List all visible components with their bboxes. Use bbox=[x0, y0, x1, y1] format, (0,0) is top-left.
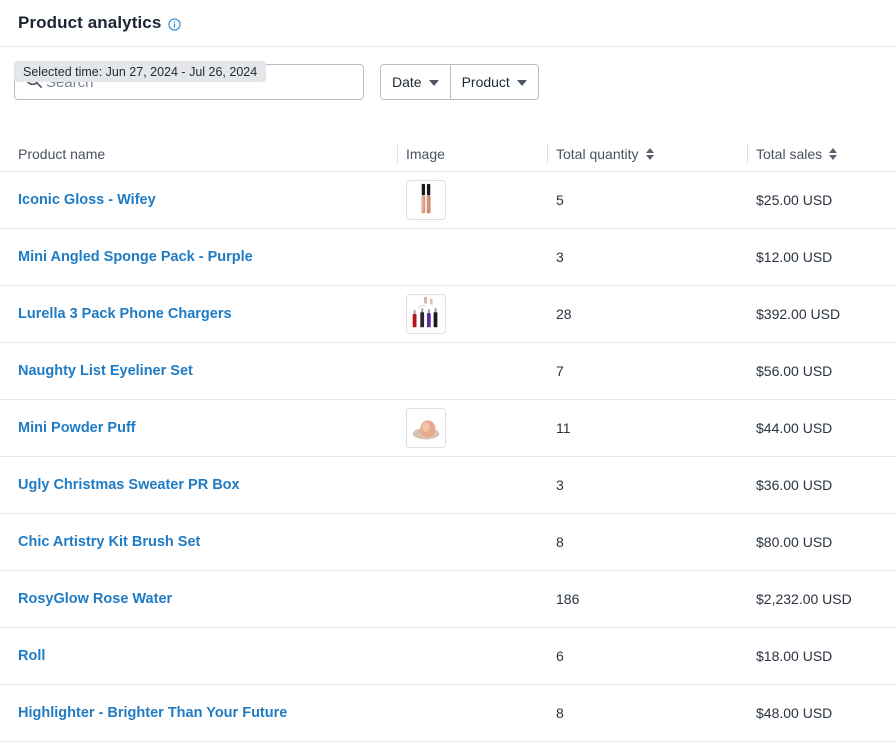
quantity-value: 11 bbox=[556, 420, 571, 436]
product-name-link[interactable]: Iconic Gloss - Wifey bbox=[18, 192, 156, 208]
quantity-value: 7 bbox=[556, 363, 564, 379]
sales-value: $25.00 USD bbox=[756, 192, 833, 208]
column-label: Total quantity bbox=[556, 145, 639, 162]
product-name-link[interactable]: Chic Artistry Kit Brush Set bbox=[18, 534, 201, 550]
sales-value: $56.00 USD bbox=[756, 363, 833, 379]
sales-value: $18.00 USD bbox=[756, 648, 833, 664]
product-name-link[interactable]: Highlighter - Brighter Than Your Future bbox=[18, 705, 288, 721]
column-label: Product name bbox=[18, 145, 106, 162]
table-row: Lurella 3 Pack Phone Chargers 28 bbox=[0, 286, 896, 343]
product-name-link[interactable]: Mini Powder Puff bbox=[18, 420, 136, 436]
page-title: Product analytics bbox=[18, 13, 162, 32]
sales-value: $12.00 USD bbox=[756, 249, 833, 265]
sort-icon[interactable] bbox=[829, 147, 838, 160]
product-name-link[interactable]: Lurella 3 Pack Phone Chargers bbox=[18, 306, 232, 322]
column-label: Total sales bbox=[756, 145, 823, 162]
quantity-value: 3 bbox=[556, 249, 564, 265]
table-row: Ugly Christmas Sweater PR Box 3 $36.00 U… bbox=[0, 457, 896, 514]
quantity-value: 3 bbox=[556, 477, 564, 493]
table-row: Roll 6 $18.00 USD bbox=[0, 628, 896, 685]
page-header: Product analytics bbox=[0, 0, 896, 47]
lip-gloss-thumbnail bbox=[406, 180, 446, 220]
quantity-value: 8 bbox=[556, 534, 564, 550]
column-header-image: Image bbox=[406, 136, 445, 171]
phone-chargers-thumbnail bbox=[406, 294, 446, 334]
table-row: Mini Angled Sponge Pack - Purple 3 $12.0… bbox=[0, 229, 896, 286]
product-name-link[interactable]: Mini Angled Sponge Pack - Purple bbox=[18, 249, 253, 265]
product-name-link[interactable]: Roll bbox=[18, 648, 46, 664]
column-header-product-name: Product name bbox=[18, 136, 105, 171]
column-divider bbox=[547, 144, 548, 164]
product-table: Product name Image Total quantity Total … bbox=[0, 136, 896, 742]
selected-time-badge: Selected time: Jun 27, 2024 - Jul 26, 20… bbox=[14, 61, 267, 82]
column-header-total-sales[interactable]: Total sales bbox=[756, 136, 838, 171]
quantity-value: 8 bbox=[556, 705, 564, 721]
sales-value: $2,232.00 USD bbox=[756, 591, 852, 607]
sales-value: $48.00 USD bbox=[756, 705, 833, 721]
table-header: Product name Image Total quantity Total … bbox=[0, 136, 896, 172]
column-label: Image bbox=[406, 145, 445, 162]
date-filter-label: Date bbox=[392, 74, 422, 90]
caret-down-icon bbox=[516, 80, 527, 86]
sort-icon[interactable] bbox=[645, 147, 654, 160]
sales-value: $36.00 USD bbox=[756, 477, 833, 493]
product-filter-label: Product bbox=[461, 74, 510, 90]
date-filter-button[interactable]: Date bbox=[381, 65, 450, 99]
product-name-link[interactable]: Ugly Christmas Sweater PR Box bbox=[18, 477, 240, 493]
table-row: Highlighter - Brighter Than Your Future … bbox=[0, 685, 896, 742]
sales-value: $80.00 USD bbox=[756, 534, 833, 550]
quantity-value: 186 bbox=[556, 591, 580, 607]
column-header-total-quantity[interactable]: Total quantity bbox=[556, 136, 654, 171]
sales-value: $392.00 USD bbox=[756, 306, 841, 322]
table-row: Naughty List Eyeliner Set 7 $56.00 USD bbox=[0, 343, 896, 400]
quantity-value: 5 bbox=[556, 192, 564, 208]
table-row: Mini Powder Puff 11 $44.00 USD bbox=[0, 400, 896, 457]
table-row: Chic Artistry Kit Brush Set 8 $80.00 USD bbox=[0, 514, 896, 571]
filter-group: Date Product bbox=[380, 64, 539, 100]
column-divider bbox=[397, 144, 398, 164]
product-name-link[interactable]: Naughty List Eyeliner Set bbox=[18, 363, 193, 379]
product-name-link[interactable]: RosyGlow Rose Water bbox=[18, 591, 173, 607]
info-circle-icon[interactable] bbox=[168, 17, 182, 31]
sales-value: $44.00 USD bbox=[756, 420, 833, 436]
table-row: Iconic Gloss - Wifey 5 $25.00 USD bbox=[0, 172, 896, 229]
product-filter-button[interactable]: Product bbox=[449, 65, 538, 99]
quantity-value: 6 bbox=[556, 648, 564, 664]
column-divider bbox=[747, 144, 748, 164]
caret-down-icon bbox=[428, 80, 439, 86]
quantity-value: 28 bbox=[556, 306, 572, 322]
powder-puff-thumbnail bbox=[406, 408, 446, 448]
table-row: RosyGlow Rose Water 186 $2,232.00 USD bbox=[0, 571, 896, 628]
